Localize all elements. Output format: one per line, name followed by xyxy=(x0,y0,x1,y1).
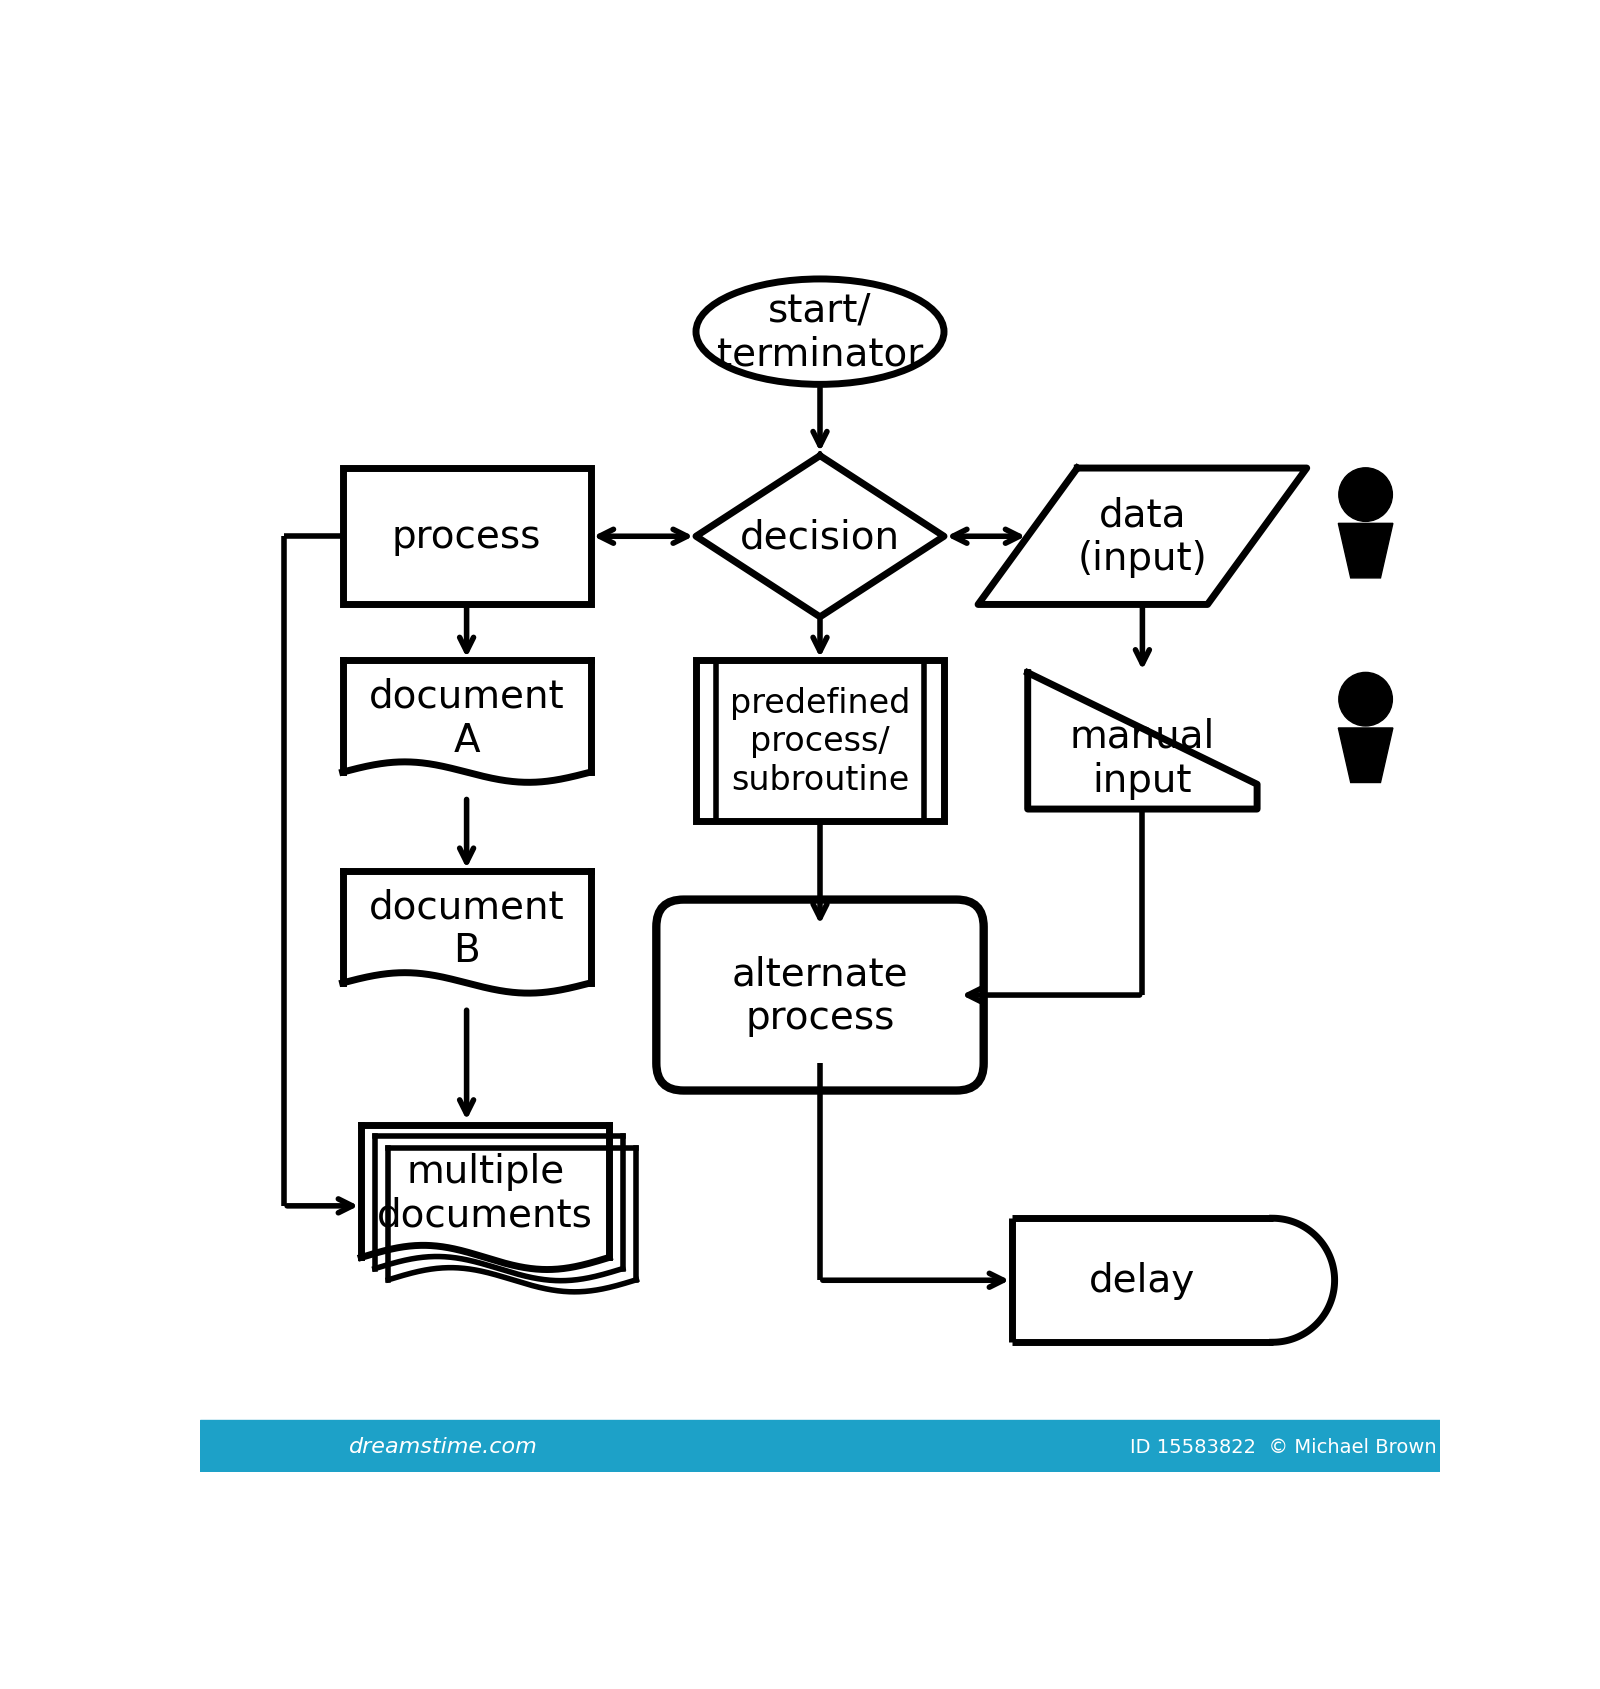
Polygon shape xyxy=(1338,524,1394,579)
Text: predefined
process/
subroutine: predefined process/ subroutine xyxy=(730,687,910,796)
Text: manual
input: manual input xyxy=(1070,718,1214,799)
Text: document
B: document B xyxy=(368,888,565,969)
Text: ID 15583822  © Michael Brown: ID 15583822 © Michael Brown xyxy=(1130,1437,1437,1456)
Text: dreamstime.com: dreamstime.com xyxy=(349,1437,538,1456)
Text: document
A: document A xyxy=(368,677,565,758)
Circle shape xyxy=(1339,468,1392,522)
Bar xyxy=(200,1420,1440,1473)
Circle shape xyxy=(1339,672,1392,726)
Text: multiple
documents: multiple documents xyxy=(378,1152,594,1235)
Polygon shape xyxy=(1338,728,1394,784)
Text: delay: delay xyxy=(1090,1262,1195,1299)
Text: decision: decision xyxy=(739,519,899,556)
Text: data
(input): data (input) xyxy=(1077,497,1208,578)
Text: process: process xyxy=(392,519,541,556)
Text: alternate
process: alternate process xyxy=(731,954,909,1037)
Text: start/
terminator: start/ terminator xyxy=(717,292,923,373)
